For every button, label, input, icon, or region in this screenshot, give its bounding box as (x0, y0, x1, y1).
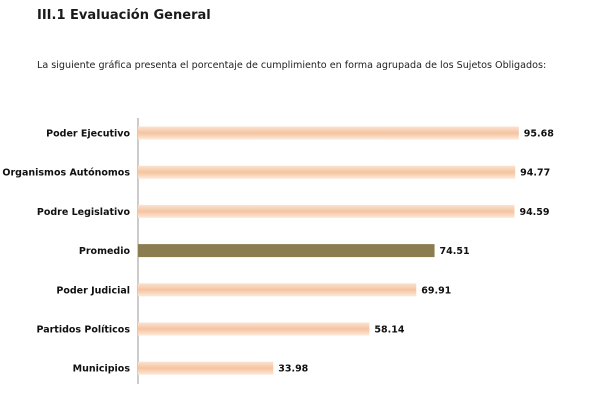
value-label: 69.91 (421, 285, 451, 296)
intro-text: La siguiente gráfica presenta el porcent… (37, 60, 547, 71)
category-label: Poder Ejecutivo (46, 129, 130, 140)
value-label: 74.51 (440, 246, 470, 257)
category-label: Podre Legislativo (37, 207, 131, 218)
bar (138, 204, 515, 218)
bar (138, 283, 417, 297)
category-label: Municipios (73, 364, 131, 375)
value-label: 33.98 (278, 364, 308, 375)
bar (138, 322, 370, 336)
value-label: 94.77 (520, 168, 550, 179)
value-label: 58.14 (374, 325, 404, 336)
section-heading: III.1 Evaluación General (37, 8, 211, 23)
category-label: Poder Judicial (56, 285, 130, 296)
category-label: Promedio (79, 246, 131, 257)
bar (138, 126, 519, 140)
bar (138, 361, 274, 375)
category-label: Partidos Políticos (36, 325, 130, 336)
value-label: 95.68 (524, 129, 554, 140)
value-label: 94.59 (519, 207, 549, 218)
bar (138, 165, 516, 179)
category-label: Organismos Autónomos (2, 168, 130, 179)
bar-highlight (138, 244, 435, 258)
